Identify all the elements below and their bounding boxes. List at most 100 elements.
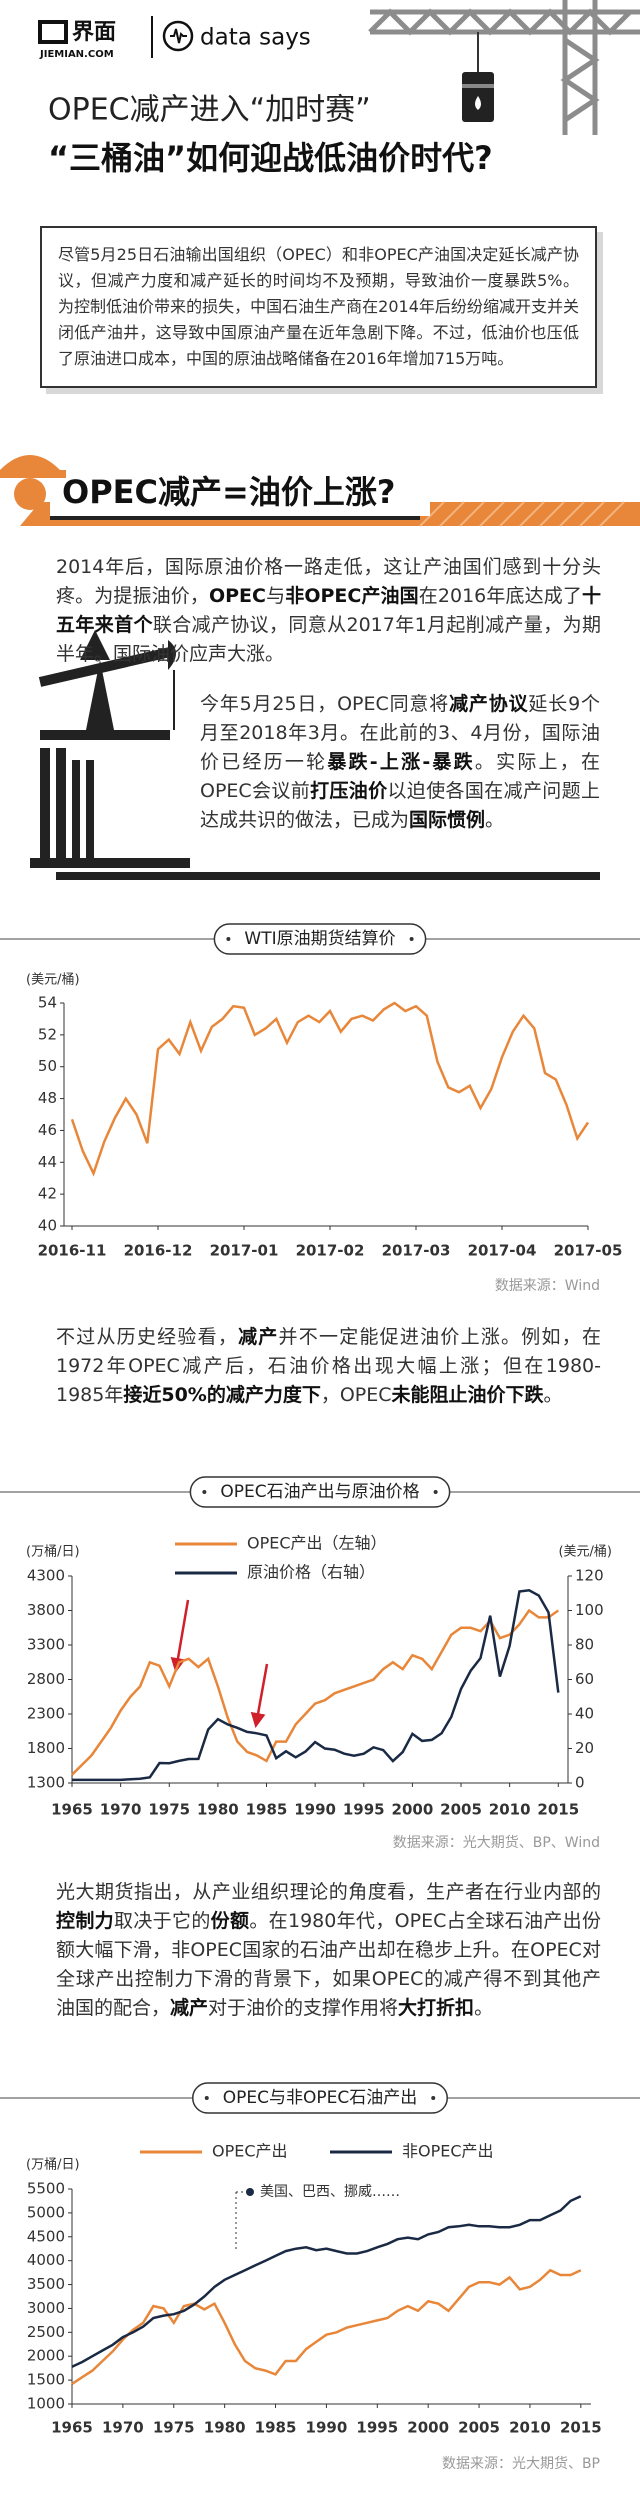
bold-text: 暴跌-上涨-暴跌 (327, 751, 475, 773)
x-tick-label: 1970 (102, 2419, 144, 2437)
legend-label: 非OPEC产出 (402, 2142, 494, 2161)
x-tick-label: 2010 (509, 2419, 551, 2437)
pump-beam (38, 647, 172, 687)
page-title: OPEC减产进入“加时赛” (48, 93, 371, 128)
x-tick-label: 2017-01 (210, 1242, 279, 1260)
worker-helmet (0, 455, 66, 478)
x-tick-label: 2005 (440, 1801, 482, 1819)
bold-text: 未能阻止油价下跌 (391, 1384, 544, 1406)
y-tick-label: 2300 (27, 1705, 65, 1723)
y-tick-label: 4500 (27, 2227, 65, 2245)
logo-icon (38, 20, 68, 44)
text: 与 (265, 585, 286, 607)
text: 。 (543, 1384, 563, 1406)
chart: OPEC与非OPEC石油产出 (万桶/日) 1000 1500 2000 2500 3000… (0, 2082, 640, 2472)
bold-text: 减产 (238, 1326, 279, 1348)
y-tick-label: 52 (38, 1025, 57, 1043)
y-tick-label: 4300 (27, 1567, 65, 1585)
x-tick-label: 1975 (153, 2419, 195, 2437)
title-box (189, 1476, 451, 1508)
text: 取决于它的 (114, 1910, 211, 1932)
y2-tick-label: 0 (575, 1774, 585, 1792)
x-tick-label: 2017-05 (554, 1242, 623, 1260)
source-note: 数据来源：Wind (495, 1278, 600, 1294)
paragraph: 不过从历史经验看，减产并不一定能促进油价上涨。例如，在1972年OPEC减产后，… (56, 1323, 601, 1410)
intro-box: 尽管5月25日石油输出国组织（OPEC）和非OPEC产油国决定延长减产协议，但减… (40, 226, 597, 388)
logo-en: JIEMIAN.COM (39, 49, 114, 60)
text: 对于油价的支撑作用将 (208, 1997, 399, 2019)
series-line (71, 1608, 560, 1776)
y-tick-label: 2800 (27, 1670, 65, 1688)
y2-tick-label: 120 (575, 1567, 604, 1585)
y-tick-label: 5500 (27, 2180, 65, 2198)
page-subtitle: “三桶油”如何迎战低油价时代? (48, 139, 493, 177)
x-tick-label: 1995 (343, 1801, 385, 1819)
data-line (70, 1001, 590, 1177)
text: 延长9个月至2018年3月。在此前的3、4月份，国际油价已经历一轮 (200, 693, 600, 773)
bold-text: 十五年来首个 (56, 585, 601, 636)
y2-tick-label: 40 (575, 1705, 594, 1723)
title-dot (433, 1490, 438, 1494)
source-note: 数据来源：光大期货、BP (442, 2455, 600, 2472)
section-decoration: OPEC减产=油价上涨? (0, 455, 640, 880)
y-tick-label: 1000 (27, 2395, 65, 2413)
chart-title: OPEC与非OPEC石油产出 (223, 2088, 418, 2108)
y-tick-label: 5000 (27, 2203, 65, 2221)
x-tick-label: 2016-12 (124, 1242, 193, 1260)
y-tick-label: 44 (38, 1153, 57, 1171)
title-box (192, 2082, 448, 2114)
legend-label: OPEC产出 (212, 2142, 288, 2161)
y-tick-label: 1300 (27, 1774, 65, 1792)
y-tick-label: 3000 (27, 2299, 65, 2317)
annotation: 美国、巴西、挪威…… (260, 2184, 400, 2200)
series-line (71, 2268, 582, 2385)
x-tick-label: 2016-11 (38, 1242, 107, 1260)
brand-icon (162, 20, 194, 52)
text: ，OPEC (320, 1384, 392, 1406)
y-tick-label: 54 (38, 994, 57, 1012)
x-tick-label: 1975 (148, 1801, 190, 1819)
y-axis-label: (万桶/日) (26, 1545, 80, 1560)
y-tick-label: 3800 (27, 1601, 65, 1619)
y-axis-label: (美元/桶) (26, 973, 80, 988)
x-tick-label: 1970 (100, 1801, 142, 1819)
text: 今年5月25日，OPEC同意将 (200, 693, 450, 715)
text: 2014年后，国际原油价格一路走低，这让产油国们感到十分头疼。为提振油价， (56, 556, 601, 607)
x-tick-label: 2017-04 (468, 1242, 537, 1260)
annotation-arrow (170, 1599, 190, 1673)
title-dot (204, 2096, 209, 2100)
brand-name: data says (200, 25, 311, 51)
x-tick-label: 1980 (197, 1801, 239, 1819)
text: 。 (474, 1997, 494, 2019)
paragraph: 2014年后，国际原油价格一路走低，这让产油国们感到十分头疼。为提振油价，OPE… (56, 553, 601, 669)
x-tick-label: 1980 (204, 2419, 246, 2437)
text: 在2016年底达成了 (418, 585, 582, 607)
x-tick-label: 1995 (356, 2419, 398, 2437)
x-tick-label: 2010 (489, 1801, 531, 1819)
section-heading: OPEC减产=油价上涨? (62, 473, 395, 511)
title-box (213, 923, 427, 955)
annotation-dot (246, 2188, 254, 2196)
x-tick-label: 2000 (392, 1801, 434, 1819)
band-hatch (419, 501, 625, 527)
paragraph: 光大期货指出，从产业组织理论的角度看，生产者在行业内部的控制力取决于它的份额。在… (56, 1878, 601, 2023)
bold-text: 大打折扣 (398, 1997, 475, 2019)
x-tick-label: 1985 (246, 1801, 288, 1819)
worker-head (14, 478, 46, 510)
bold-text: 份额 (210, 1910, 250, 1932)
y-tick-label: 3500 (27, 2275, 65, 2293)
title-dot (431, 2096, 436, 2100)
y-tick-label: 4000 (27, 2251, 65, 2269)
brand-wave (170, 28, 187, 44)
chart-title: WTI原油期货结算价 (244, 929, 395, 949)
y-tick-label: 2500 (27, 2323, 65, 2341)
heading-box (50, 466, 430, 516)
text: 。在1980年代，OPEC占全球石油产出份额大幅下滑，非OPEC国家的石油产出却… (56, 1910, 601, 2019)
logo-cn: 界面 (72, 20, 116, 45)
title-dot (202, 1490, 207, 1494)
chart-title: OPEC石油产出与原油价格 (220, 1482, 419, 1502)
y-tick-label: 40 (38, 1217, 57, 1235)
chart: WTI原油期货结算价 (美元/桶) 40 42 44 46 48 50 52 54 2016-11 2… (0, 923, 640, 1294)
dark-bar (56, 872, 600, 880)
